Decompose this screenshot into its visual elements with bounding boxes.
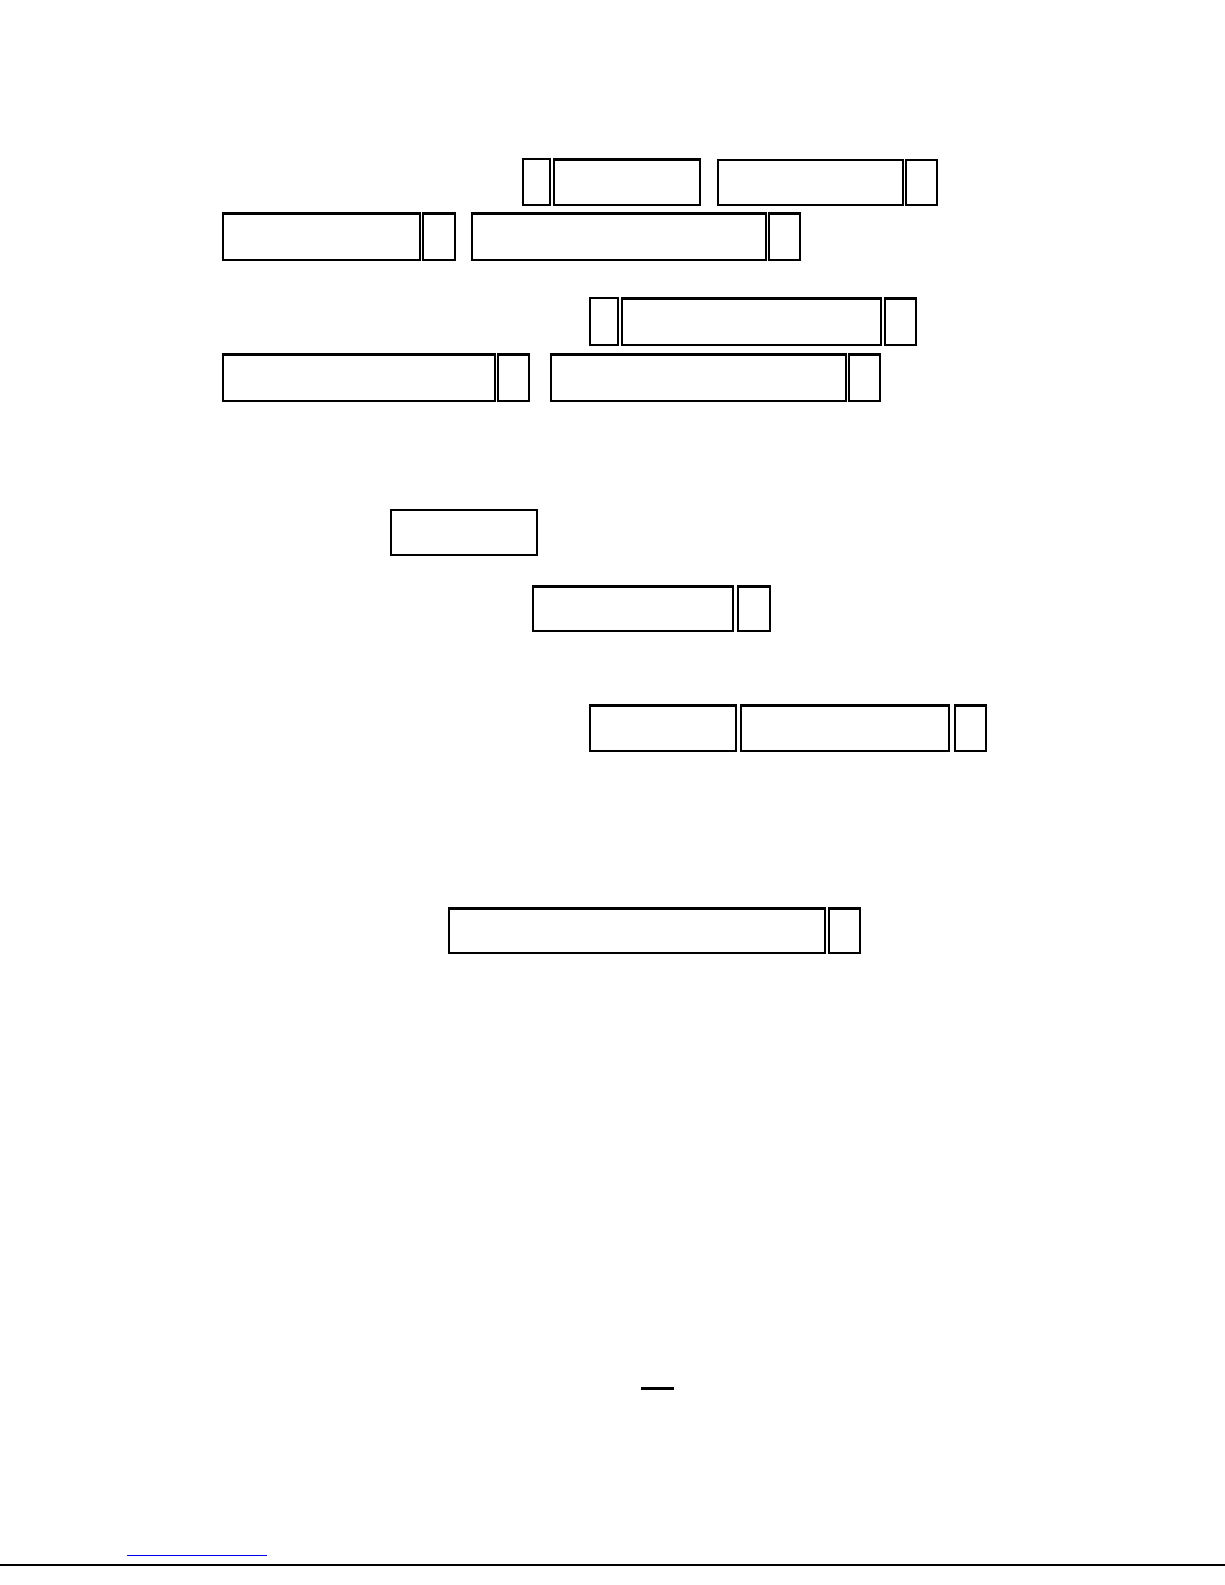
text-field[interactable]: [390, 509, 538, 556]
text-field[interactable]: [550, 353, 847, 402]
text-field[interactable]: [553, 158, 701, 206]
text-field[interactable]: [532, 585, 734, 632]
text-field[interactable]: [589, 704, 737, 752]
field-addon[interactable]: [522, 158, 551, 206]
text-field[interactable]: [222, 353, 496, 402]
field-addon[interactable]: [954, 704, 987, 752]
field-addon[interactable]: [848, 353, 881, 402]
field-addon[interactable]: [589, 297, 619, 346]
field-addon[interactable]: [422, 212, 456, 261]
text-field[interactable]: [222, 212, 421, 261]
text-field[interactable]: [621, 297, 882, 346]
page-number-dash: [641, 1387, 674, 1390]
field-addon[interactable]: [828, 907, 861, 954]
field-addon[interactable]: [497, 353, 530, 402]
field-addon[interactable]: [905, 159, 938, 206]
text-field[interactable]: [448, 907, 826, 954]
text-field[interactable]: [471, 212, 767, 261]
footer-link-underline[interactable]: [127, 1555, 267, 1556]
field-addon[interactable]: [768, 212, 801, 261]
field-addon[interactable]: [737, 585, 771, 632]
text-field[interactable]: [740, 704, 950, 752]
footer-divider: [0, 1564, 1225, 1566]
field-addon[interactable]: [884, 297, 917, 346]
text-field[interactable]: [717, 159, 904, 206]
